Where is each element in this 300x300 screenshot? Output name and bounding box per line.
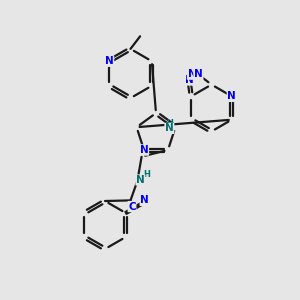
Text: H: H [143,170,150,179]
Text: N: N [136,175,145,185]
Text: N: N [140,195,149,206]
Text: N: N [188,69,196,79]
Text: N: N [105,56,114,66]
Text: N: N [165,123,174,134]
Text: C: C [128,202,136,212]
Text: N: N [194,70,203,80]
Text: N: N [227,91,236,101]
Text: N: N [185,75,194,85]
Text: H: H [166,119,173,128]
Text: N: N [140,145,148,155]
